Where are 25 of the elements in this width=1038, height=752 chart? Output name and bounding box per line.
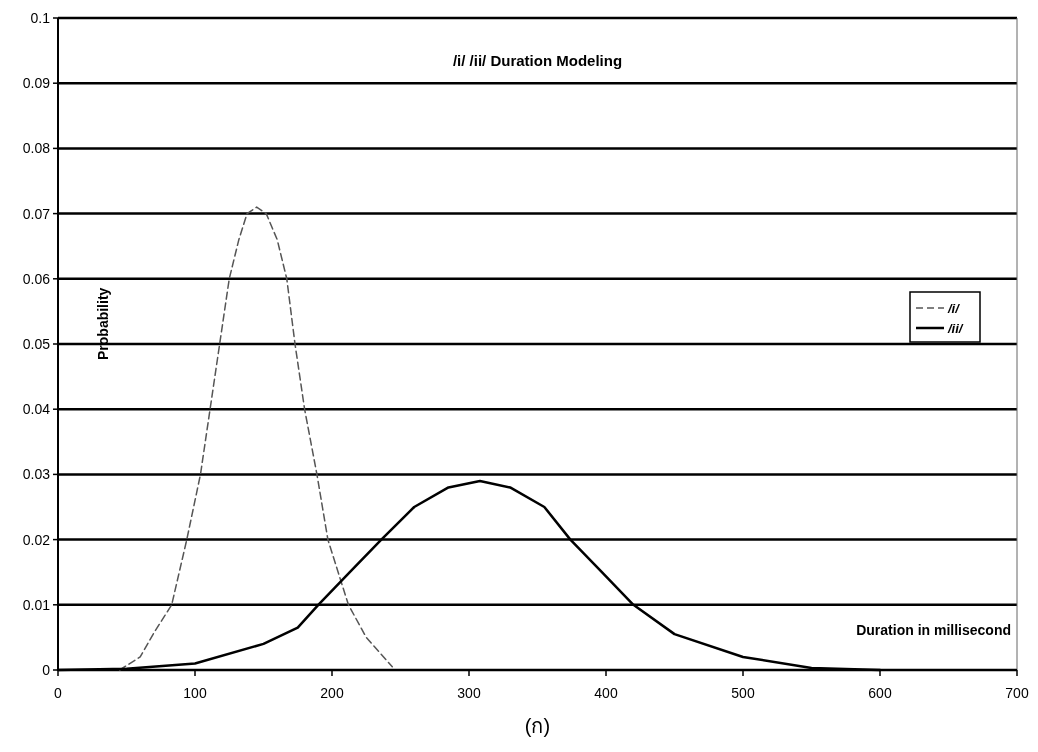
x-tick-label: 200 (320, 685, 344, 701)
y-tick-label: 0.01 (22, 596, 51, 613)
y-tick-label: 0 (42, 662, 51, 678)
legend-label: /i/ (947, 301, 961, 316)
y-tick-label: 0.06 (22, 270, 51, 287)
y-tick-label: 0.03 (22, 466, 51, 483)
y-tick-label: 0.09 (22, 75, 51, 92)
text: (ก) (524, 715, 551, 737)
y-tick-label: 0.1 (30, 10, 51, 26)
y-tick-label: 0.07 (22, 205, 51, 222)
x-axis-title: Duration in millisecond (856, 622, 1011, 638)
legend-label: /ii/ (947, 321, 964, 336)
x-tick-label: 0 (54, 685, 63, 701)
text: /i/ /ii/ Duration Modeling (452, 52, 623, 69)
x-tick-label: 300 (457, 685, 481, 701)
y-tick-label: 0.02 (22, 531, 51, 548)
y-tick-label: 0.05 (22, 336, 51, 352)
y-tick-label: 0.08 (22, 140, 51, 157)
y-axis-title: Probability (95, 287, 111, 360)
x-tick-label: 700 (1005, 685, 1029, 701)
x-tick-label: 500 (731, 685, 755, 701)
x-tick-label: 400 (594, 685, 618, 701)
x-tick-label: 100 (183, 685, 207, 701)
y-tick-label: 0.04 (22, 401, 51, 418)
x-tick-label: 600 (868, 685, 892, 701)
